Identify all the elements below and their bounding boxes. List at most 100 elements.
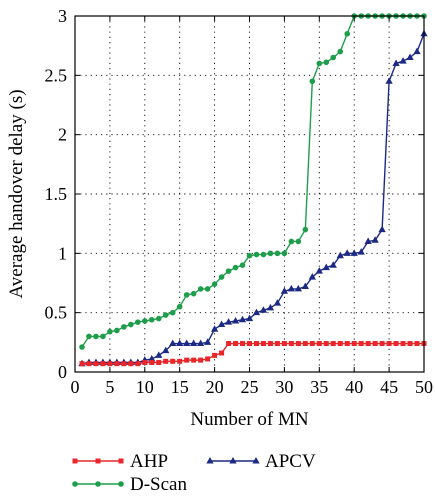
data-point-ahp [344, 341, 350, 347]
data-point-ahp [316, 341, 322, 347]
data-point-apcv [203, 338, 212, 345]
series-line-ahp [81, 342, 424, 365]
x-tick-label: 0 [71, 377, 80, 397]
series-line-apcv [81, 33, 425, 365]
grid [75, 16, 424, 372]
data-point-d-scan [330, 54, 337, 61]
y-tick-label: 1.5 [45, 184, 68, 204]
data-point-ahp [274, 341, 280, 347]
data-point-apcv [273, 299, 282, 306]
data-point-d-scan [232, 264, 239, 271]
data-point-apcv [378, 225, 386, 233]
data-point-apcv [245, 314, 254, 322]
data-point-d-scan [162, 312, 169, 318]
data-point-ahp [400, 341, 406, 347]
data-point-apcv [322, 263, 330, 271]
data-point-apcv [350, 249, 358, 256]
data-point-d-scan [190, 290, 197, 297]
data-point-d-scan [183, 292, 190, 298]
data-point-d-scan [176, 303, 183, 310]
data-point-ahp [302, 341, 308, 347]
data-point-ahp [365, 341, 371, 347]
data-point-ahp [295, 341, 301, 347]
data-point-apcv [259, 306, 268, 313]
data-point-d-scan [148, 316, 155, 323]
data-point-d-scan [107, 328, 113, 335]
data-point-ahp [135, 361, 141, 367]
data-point-d-scan [246, 252, 253, 259]
data-point-apcv [266, 303, 275, 311]
legend-marker-d-scan [72, 481, 78, 487]
legend-marker-apcv [229, 456, 237, 464]
data-point-ahp [233, 341, 239, 347]
data-point-d-scan [121, 324, 127, 330]
data-point-d-scan [197, 286, 204, 292]
data-point-ahp [114, 361, 120, 367]
data-point-ahp [247, 341, 252, 347]
data-point-ahp [309, 341, 315, 347]
data-point-d-scan [128, 321, 134, 328]
data-point-d-scan [323, 59, 330, 66]
data-point-apcv [210, 325, 219, 332]
data-point-ahp [393, 341, 399, 347]
x-tick-label: 40 [345, 377, 363, 397]
series-apcv [78, 29, 428, 367]
data-point-d-scan [155, 315, 162, 322]
data-point-ahp [184, 357, 190, 363]
data-point-ahp [358, 341, 364, 347]
data-point-d-scan [267, 250, 274, 257]
data-point-apcv [357, 248, 365, 255]
data-point-apcv [392, 59, 400, 66]
data-point-d-scan [295, 238, 302, 245]
data-point-d-scan [274, 250, 281, 257]
data-point-d-scan [86, 333, 92, 340]
x-tick-label: 50 [415, 377, 433, 397]
x-tick-label: 5 [105, 377, 114, 397]
data-point-ahp [142, 360, 148, 366]
data-point-ahp [386, 341, 392, 347]
legend-marker-ahp [95, 458, 101, 464]
data-point-apcv [238, 315, 247, 323]
data-point-apcv [315, 267, 323, 274]
data-point-apcv [183, 339, 191, 347]
x-tick-label: 25 [241, 377, 259, 397]
legend-item-ahp: AHP [72, 451, 168, 472]
legend-marker-ahp [118, 458, 124, 464]
data-point-apcv [252, 308, 261, 316]
legend-label-apcv: APCV [265, 451, 316, 472]
data-point-ahp [260, 341, 266, 347]
legend-marker-d-scan [95, 481, 101, 487]
legend-marker-apcv [206, 456, 214, 464]
series-d-scan [79, 13, 427, 350]
legend-item-apcv: APCV [206, 451, 316, 472]
data-point-ahp [93, 361, 99, 367]
data-point-ahp [240, 341, 246, 347]
data-point-d-scan [79, 344, 85, 350]
x-tick-label: 20 [206, 377, 224, 397]
data-point-ahp [100, 361, 106, 367]
data-point-d-scan [142, 318, 148, 324]
data-point-d-scan [309, 78, 316, 85]
legend-marker-apcv [252, 456, 260, 464]
data-point-apcv [217, 320, 226, 328]
legend-item-d-scan: D-Scan [72, 474, 187, 495]
data-point-d-scan [288, 238, 295, 245]
series-line-d-scan [81, 15, 424, 348]
data-point-ahp [414, 341, 420, 347]
data-point-ahp [226, 341, 232, 347]
x-tick-label: 35 [310, 377, 328, 397]
data-point-apcv [287, 284, 296, 292]
data-point-d-scan [225, 268, 232, 274]
data-point-ahp [156, 360, 162, 366]
data-point-apcv [413, 47, 421, 55]
data-point-ahp [372, 341, 378, 347]
data-point-ahp [107, 361, 113, 367]
data-point-apcv [336, 251, 344, 259]
data-point-ahp [170, 358, 176, 364]
data-point-apcv [399, 57, 407, 64]
x-tick-label: 15 [171, 377, 189, 397]
data-point-ahp [205, 356, 211, 362]
data-point-d-scan [93, 333, 99, 340]
data-point-apcv [190, 339, 198, 347]
